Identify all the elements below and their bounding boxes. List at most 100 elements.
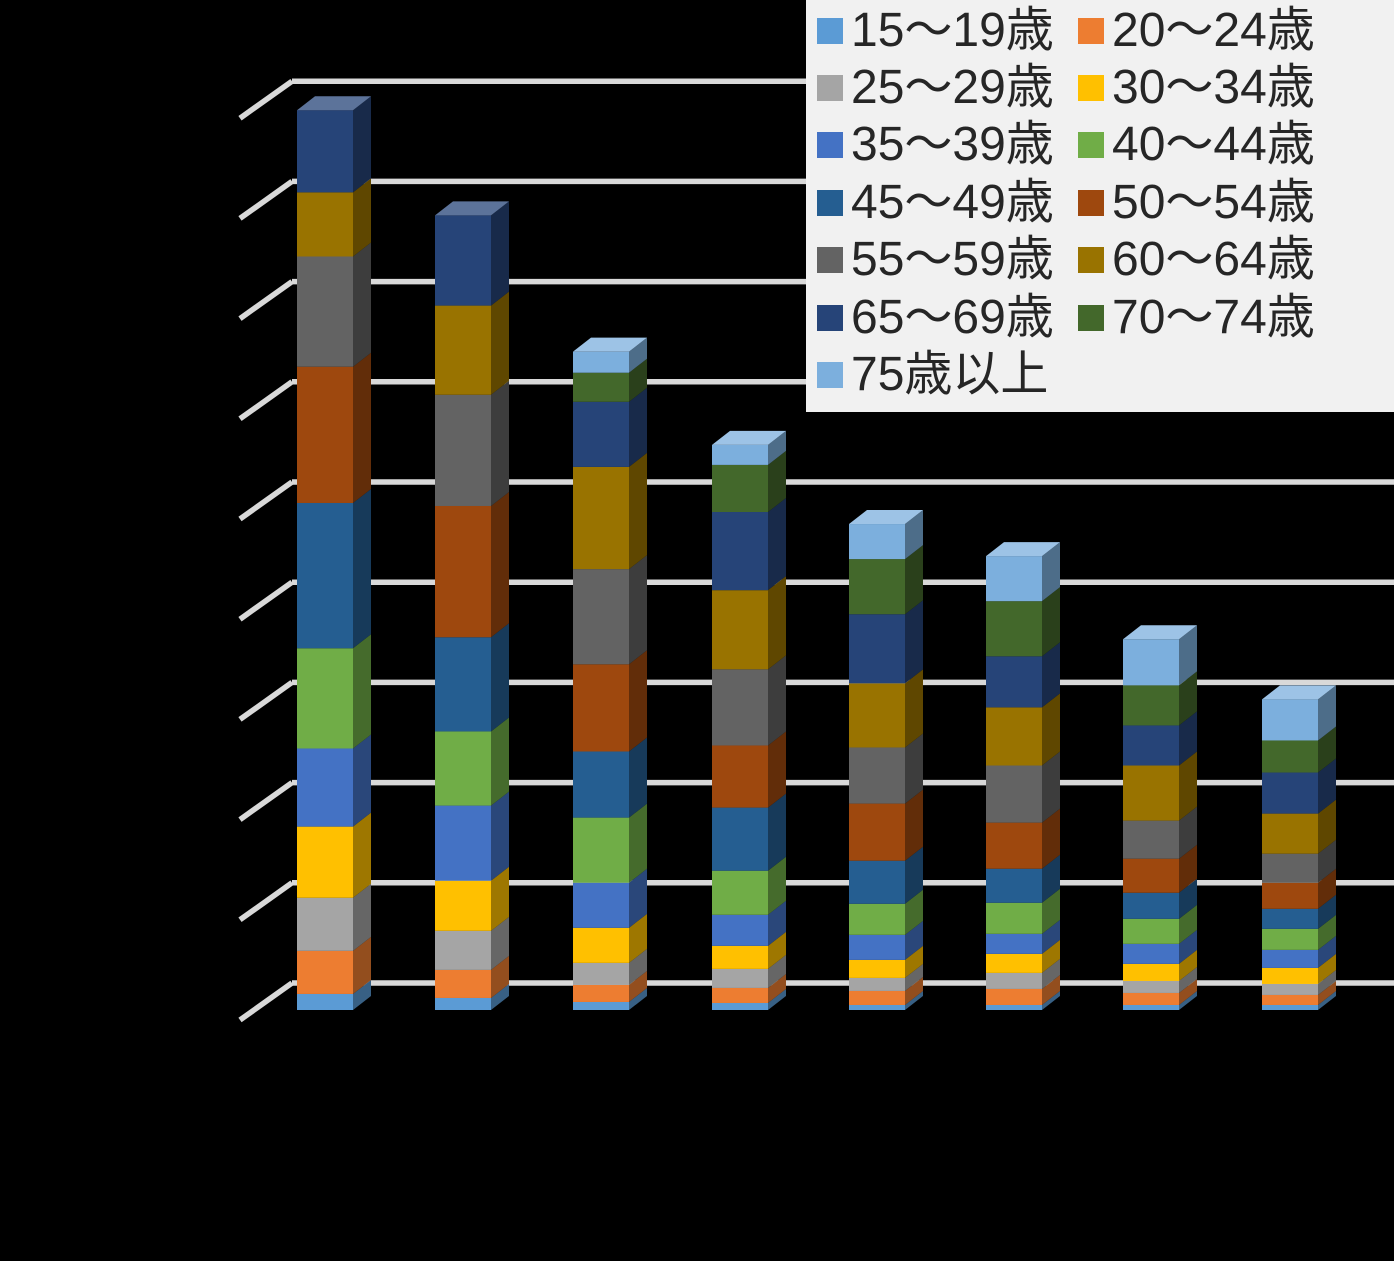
bar-segment-side xyxy=(1179,966,1197,993)
bar-segment-front xyxy=(1262,882,1318,909)
bar-segment-front xyxy=(573,817,629,883)
bar-top xyxy=(712,430,786,445)
bar-segment-front xyxy=(1262,994,1318,1005)
bar-segment-front xyxy=(986,707,1042,766)
bar-segment-side xyxy=(1318,758,1336,814)
legend-swatch xyxy=(1078,75,1104,102)
bar-segment-front xyxy=(297,993,353,1010)
bar-segment-front xyxy=(1262,928,1318,950)
bar-segment-front xyxy=(297,256,353,367)
bar-segment-side xyxy=(1318,799,1336,854)
bar-segment-side xyxy=(905,889,923,935)
bar-segment-front xyxy=(573,927,629,963)
legend-label: 50〜54歳 xyxy=(1112,175,1315,229)
bar-segment-side xyxy=(629,337,647,373)
legend-item: 70〜74歳 xyxy=(1078,293,1394,342)
legend-swatch xyxy=(1078,304,1104,331)
bar-segment-front xyxy=(849,903,905,935)
bar-segment-front xyxy=(435,997,491,1010)
bar-segment-side xyxy=(1042,587,1060,657)
bar-segment-side xyxy=(905,733,923,804)
bar-segment-front xyxy=(712,870,768,915)
bar-segment-side xyxy=(1179,806,1197,859)
bar-segment-front xyxy=(1123,685,1179,726)
legend-label: 60〜64歳 xyxy=(1112,233,1315,287)
bar-segment-front xyxy=(573,351,629,373)
bar-segment-front xyxy=(849,803,905,861)
bar-segment-side xyxy=(629,650,647,752)
bar-segment-front xyxy=(573,569,629,665)
bar-segment-front xyxy=(297,192,353,257)
bar-segment-side xyxy=(768,450,786,513)
legend-swatch xyxy=(817,17,843,44)
bar-segment-front xyxy=(986,972,1042,989)
bar-segment-front xyxy=(1123,765,1179,821)
bar-segment-front xyxy=(849,977,905,991)
bar-segment-side xyxy=(768,430,786,465)
bar-segment-front xyxy=(435,880,491,931)
legend-swatch xyxy=(1078,17,1104,44)
bar-segment-front xyxy=(1262,967,1318,984)
bar-segment-front xyxy=(986,868,1042,903)
bar-segment-side xyxy=(1042,974,1060,1005)
bar-segment-front xyxy=(849,559,905,615)
bar-segment-front xyxy=(712,987,768,1003)
bar-segment-side xyxy=(353,634,371,749)
bar-segment-front xyxy=(1123,820,1179,859)
bar-segment-side xyxy=(1042,990,1060,1010)
bar-segment-side xyxy=(1179,844,1197,893)
legend-label: 75歳以上 xyxy=(851,348,1049,402)
bar-segment-front xyxy=(712,1002,768,1010)
bar-segment-front xyxy=(712,745,768,808)
legend-swatch xyxy=(1078,132,1104,159)
legend-label: 15〜19歳 xyxy=(851,3,1054,57)
bar-segment-side xyxy=(491,983,509,1010)
bar-segment-front xyxy=(1123,725,1179,766)
bar-segment-side xyxy=(905,846,923,904)
bar-segment-side xyxy=(1318,990,1336,1010)
bar-segment-front xyxy=(986,556,1042,602)
bar-segment-side xyxy=(1042,854,1060,903)
bar-segment-side xyxy=(491,380,509,506)
bar-segment-front xyxy=(712,968,768,988)
bar-top xyxy=(1262,685,1336,700)
bar-segment-front xyxy=(297,648,353,749)
bar-segment-side xyxy=(1318,980,1336,1005)
bar-segment-side xyxy=(768,576,786,670)
bar-segment-side xyxy=(768,856,786,915)
bar-segment-front xyxy=(986,988,1042,1005)
bar xyxy=(1262,685,1336,1010)
bar-segment-side xyxy=(1179,904,1197,944)
bar-segment-side xyxy=(768,988,786,1010)
bar-segment-side xyxy=(768,498,786,591)
bar-segment-side xyxy=(629,970,647,1002)
bar-segment-front xyxy=(297,502,353,649)
bar-segment-side xyxy=(905,945,923,978)
bar-top xyxy=(849,510,923,525)
bar-segment-front xyxy=(1123,943,1179,964)
bar-segment-front xyxy=(712,590,768,670)
bar-segment-side xyxy=(905,920,923,960)
legend-label: 30〜34歳 xyxy=(1112,61,1315,115)
gridline-stub xyxy=(238,379,294,422)
bar-segment-front xyxy=(1262,699,1318,741)
bar-segment-front xyxy=(986,822,1042,869)
bar-segment-front xyxy=(297,826,353,898)
bar-segment-front xyxy=(297,950,353,994)
bar-segment-front xyxy=(435,215,491,306)
bar-segment-front xyxy=(986,765,1042,823)
bar-segment-side xyxy=(1179,671,1197,726)
legend-label: 55〜59歳 xyxy=(851,233,1054,287)
legend-item: 30〜34歳 xyxy=(1078,64,1394,112)
bar-segment-side xyxy=(1179,751,1197,821)
bar-segment-front xyxy=(435,731,491,806)
bar-segment-side xyxy=(905,545,923,615)
bar-segment-side xyxy=(629,803,647,883)
bar-segment-side xyxy=(768,954,786,988)
legend-swatch xyxy=(817,304,843,331)
bar-segment-side xyxy=(353,488,371,649)
bar-segment-front xyxy=(986,953,1042,973)
bar xyxy=(297,96,371,1010)
bar-segment-front xyxy=(1123,639,1179,686)
bar-segment-front xyxy=(1262,983,1318,995)
